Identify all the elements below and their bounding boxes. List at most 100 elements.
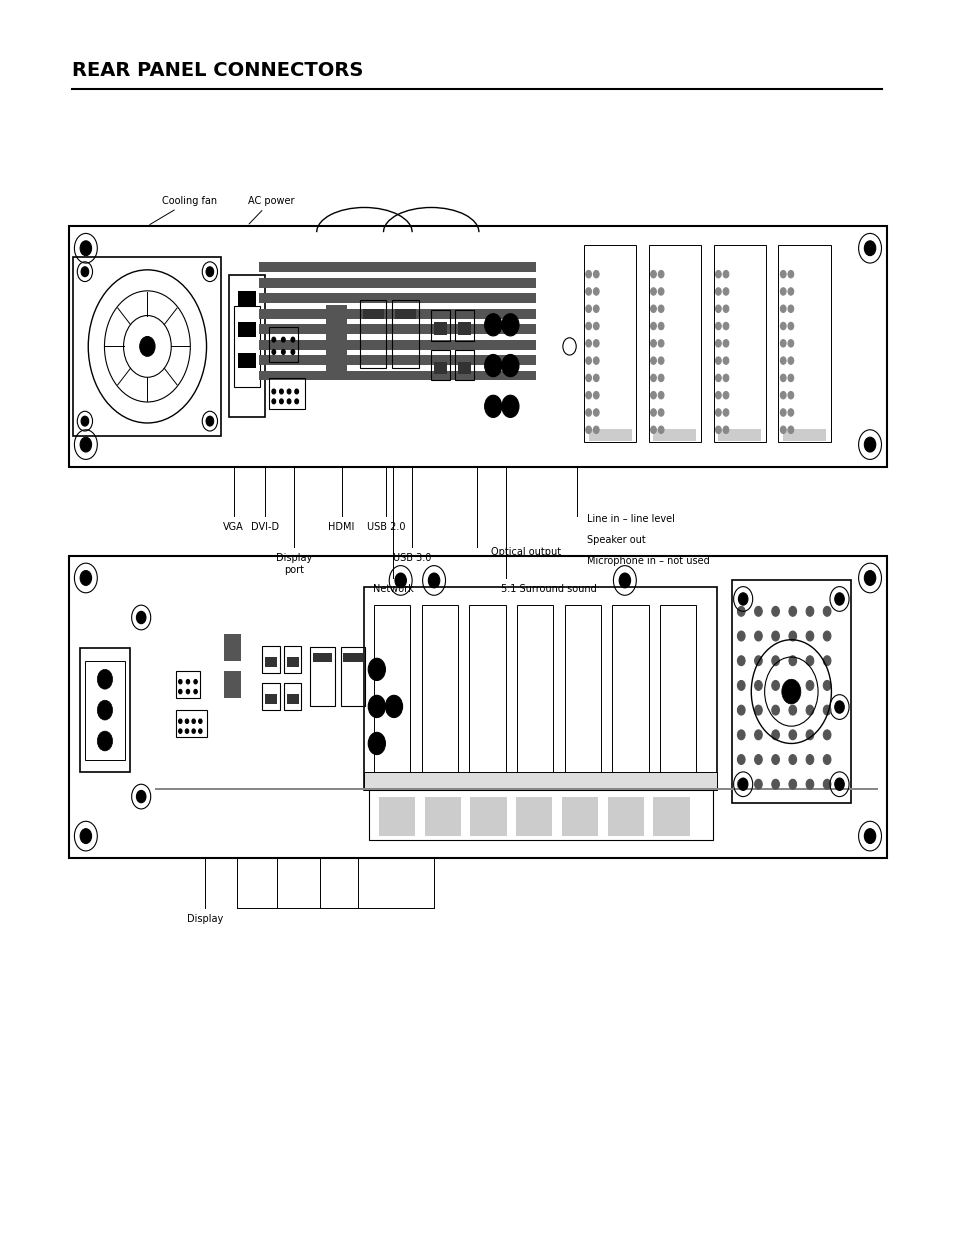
Circle shape: [385, 695, 402, 718]
Circle shape: [650, 288, 656, 295]
FancyBboxPatch shape: [259, 309, 536, 319]
Circle shape: [395, 573, 406, 588]
FancyBboxPatch shape: [343, 653, 362, 662]
Circle shape: [178, 719, 182, 724]
Circle shape: [737, 631, 744, 641]
FancyBboxPatch shape: [238, 291, 255, 306]
Circle shape: [585, 340, 591, 347]
FancyBboxPatch shape: [238, 353, 255, 368]
Circle shape: [787, 270, 793, 278]
Circle shape: [771, 730, 779, 740]
FancyBboxPatch shape: [313, 653, 332, 662]
Circle shape: [863, 241, 875, 256]
Circle shape: [822, 680, 830, 690]
Circle shape: [178, 689, 182, 694]
Circle shape: [805, 705, 813, 715]
Circle shape: [650, 270, 656, 278]
Circle shape: [787, 340, 793, 347]
Text: HDMI: HDMI: [328, 522, 355, 532]
Text: REAR PANEL CONNECTORS: REAR PANEL CONNECTORS: [71, 62, 362, 80]
Circle shape: [737, 606, 744, 616]
FancyBboxPatch shape: [561, 797, 598, 836]
Text: USB 2.0: USB 2.0: [367, 522, 405, 532]
Circle shape: [593, 270, 598, 278]
Circle shape: [722, 288, 728, 295]
FancyBboxPatch shape: [287, 657, 298, 667]
Circle shape: [585, 270, 591, 278]
FancyBboxPatch shape: [653, 797, 689, 836]
Circle shape: [805, 606, 813, 616]
Circle shape: [650, 391, 656, 399]
FancyBboxPatch shape: [259, 263, 536, 273]
Circle shape: [788, 656, 796, 666]
FancyBboxPatch shape: [470, 797, 506, 836]
Circle shape: [650, 409, 656, 416]
FancyBboxPatch shape: [326, 305, 347, 352]
FancyBboxPatch shape: [653, 429, 696, 441]
Text: 5.1 Surround sound: 5.1 Surround sound: [500, 584, 596, 594]
Circle shape: [787, 426, 793, 433]
Text: Optical output: Optical output: [491, 547, 561, 557]
Circle shape: [805, 779, 813, 789]
Circle shape: [737, 755, 744, 764]
FancyBboxPatch shape: [516, 797, 552, 836]
Circle shape: [585, 288, 591, 295]
Circle shape: [658, 391, 663, 399]
Circle shape: [287, 399, 291, 404]
Circle shape: [737, 680, 744, 690]
Circle shape: [593, 374, 598, 382]
Circle shape: [780, 270, 785, 278]
Circle shape: [722, 357, 728, 364]
FancyBboxPatch shape: [362, 309, 383, 319]
Circle shape: [294, 399, 298, 404]
Circle shape: [787, 288, 793, 295]
Circle shape: [186, 689, 190, 694]
Circle shape: [593, 340, 598, 347]
Circle shape: [863, 437, 875, 452]
Circle shape: [771, 705, 779, 715]
FancyBboxPatch shape: [224, 634, 241, 661]
FancyBboxPatch shape: [326, 333, 347, 377]
Circle shape: [787, 374, 793, 382]
Circle shape: [722, 426, 728, 433]
Circle shape: [754, 680, 761, 690]
Circle shape: [788, 730, 796, 740]
Circle shape: [585, 391, 591, 399]
Circle shape: [585, 374, 591, 382]
FancyBboxPatch shape: [457, 322, 471, 335]
Circle shape: [593, 305, 598, 312]
Circle shape: [501, 314, 518, 336]
Circle shape: [658, 270, 663, 278]
Circle shape: [715, 409, 720, 416]
Text: VGA: VGA: [223, 522, 244, 532]
Circle shape: [715, 340, 720, 347]
Circle shape: [722, 270, 728, 278]
FancyBboxPatch shape: [259, 278, 536, 288]
Circle shape: [754, 755, 761, 764]
Circle shape: [658, 357, 663, 364]
Circle shape: [368, 732, 385, 755]
Circle shape: [822, 606, 830, 616]
Circle shape: [822, 755, 830, 764]
FancyBboxPatch shape: [287, 694, 298, 704]
Circle shape: [805, 631, 813, 641]
Circle shape: [715, 374, 720, 382]
Circle shape: [822, 631, 830, 641]
Circle shape: [193, 689, 197, 694]
Circle shape: [272, 399, 275, 404]
Circle shape: [722, 322, 728, 330]
Circle shape: [737, 705, 744, 715]
Circle shape: [97, 731, 112, 751]
Circle shape: [272, 337, 275, 342]
Circle shape: [97, 700, 112, 720]
Circle shape: [738, 593, 747, 605]
Circle shape: [585, 322, 591, 330]
Circle shape: [754, 631, 761, 641]
Circle shape: [788, 631, 796, 641]
FancyBboxPatch shape: [259, 294, 536, 304]
Circle shape: [618, 573, 630, 588]
Circle shape: [291, 350, 294, 354]
Circle shape: [780, 288, 785, 295]
Circle shape: [390, 701, 397, 711]
Circle shape: [593, 409, 598, 416]
